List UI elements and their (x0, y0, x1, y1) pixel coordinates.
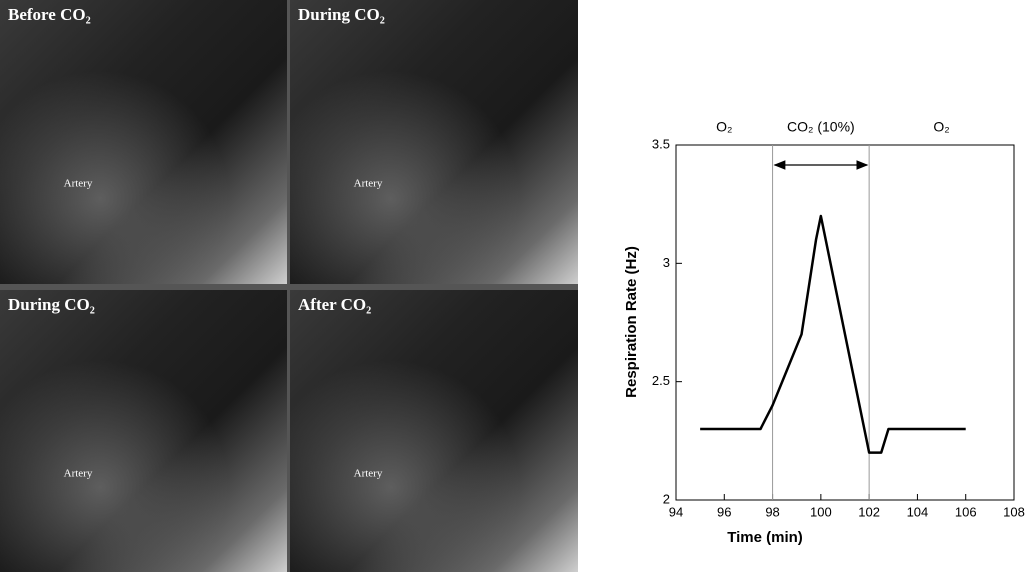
image-shade (0, 290, 287, 572)
x-tick-label: 108 (1003, 504, 1025, 519)
phase-label: CO₂ (10%) (787, 119, 855, 135)
x-tick-label: 94 (669, 504, 683, 519)
figure: Before CO₂ Artery During CO₂ Artery During C… (0, 0, 1036, 575)
panel-title: Before CO₂ (8, 5, 91, 24)
x-tick-label: 104 (907, 504, 929, 519)
panel-label: Artery (64, 468, 93, 480)
panel-title: During CO₂ (8, 295, 95, 314)
x-tick-label: 98 (765, 504, 779, 519)
y-tick-label: 2 (663, 491, 670, 506)
x-tick-label: 96 (717, 504, 731, 519)
y-axis-title: Respiration Rate (Hz) (623, 246, 640, 398)
x-tick-label: 100 (810, 504, 832, 519)
image-shade (290, 0, 578, 284)
chart: Time (min) Respiration Rate (Hz) 94 96 98 1… (623, 119, 1025, 546)
image-shade (0, 0, 287, 284)
panel-label: Artery (354, 468, 383, 480)
y-tick-label: 3.5 (652, 136, 670, 151)
panel-title: During CO₂ (298, 5, 385, 24)
data-line (700, 216, 966, 453)
x-tick-label: 102 (858, 504, 880, 519)
panel-label: Artery (354, 178, 383, 190)
image-shade (290, 290, 578, 572)
x-axis-title: Time (min) (727, 529, 803, 546)
panel-title: After CO₂ (298, 295, 371, 314)
y-tick-label: 3 (663, 255, 670, 270)
plot-frame (676, 145, 1014, 500)
panel-label: Artery (64, 178, 93, 190)
x-tick-label: 106 (955, 504, 977, 519)
y-tick-label: 2.5 (652, 373, 670, 388)
phase-label: O₂ (716, 119, 732, 135)
phase-label: O₂ (933, 119, 949, 135)
